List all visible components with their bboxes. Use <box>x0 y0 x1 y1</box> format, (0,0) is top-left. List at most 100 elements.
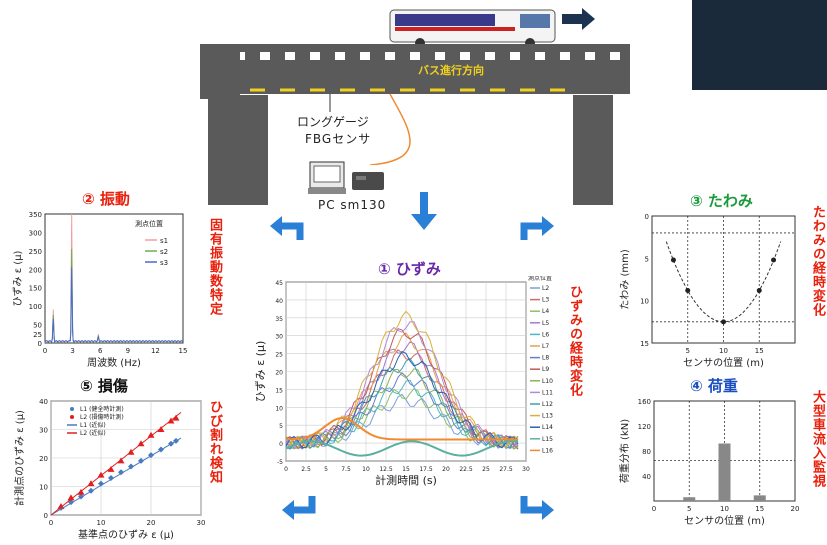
series-line-s3 <box>44 267 183 344</box>
x-tick-label: 7.5 <box>341 466 351 473</box>
pc-device <box>308 161 384 194</box>
data-point-diamond <box>118 469 124 476</box>
strain-side-label: ひずみの経時変化 <box>567 285 582 397</box>
legend-label: L9 <box>542 366 549 373</box>
data-point-triangle <box>97 471 105 478</box>
data-point-triangle <box>157 426 165 432</box>
load-side-label: 大型車流入監視 <box>810 390 825 488</box>
legend-swatch <box>70 415 74 419</box>
deflection-side-label: たわみの経時変化 <box>810 205 825 317</box>
legend-label: L1 (近似) <box>80 421 106 429</box>
x-tick-label: 0 <box>284 466 288 473</box>
y-tick-label: 20 <box>39 455 48 463</box>
y-tick-label: 250 <box>29 248 42 256</box>
data-point-diamond <box>108 474 114 481</box>
load-bar <box>753 495 766 501</box>
legend-label: L2 (損傷時計測) <box>80 413 124 421</box>
x-tick-label: 9 <box>126 347 130 355</box>
load-bar <box>683 497 696 501</box>
y-tick-label: 25 <box>33 331 42 339</box>
series-line-L11 <box>285 321 519 450</box>
y-tick-label: 40 <box>275 298 283 305</box>
x-tick-label: 30 <box>197 519 205 527</box>
legend-label: L15 <box>542 436 553 443</box>
series-line-L13 <box>285 310 519 450</box>
trend-line <box>50 437 182 516</box>
y-tick-label: 160 <box>638 398 651 406</box>
legend-title: 測点位置 <box>135 219 163 228</box>
y-axis-label: 計測点のひずみ ε (μ) <box>13 410 26 506</box>
arrow-bottom-left-icon <box>282 496 316 520</box>
legend-label: L12 <box>542 401 553 408</box>
legend-label: L7 <box>542 343 549 350</box>
night-photo <box>692 0 827 90</box>
vibration-side-label: 固有振動数特定 <box>207 218 222 316</box>
legend-swatch <box>70 407 74 411</box>
y-tick-label: 50 <box>33 322 42 330</box>
x-tick-label: 10 <box>719 347 728 355</box>
x-tick-label: 17.5 <box>419 466 433 473</box>
legend-label: L10 <box>542 378 553 385</box>
legend-label: L3 <box>542 297 549 304</box>
x-tick-label: 5 <box>686 347 690 355</box>
load-title: ④ 荷重 <box>690 377 738 395</box>
y-tick-label: -5 <box>277 459 283 466</box>
y-tick-label: 350 <box>29 211 42 219</box>
x-tick-label: 6 <box>98 347 103 355</box>
x-axis-label: センサの位置 (m) <box>683 356 764 369</box>
y-tick-label: 80 <box>642 448 651 456</box>
data-point-diamond <box>78 493 84 500</box>
legend-label: L14 <box>542 424 553 431</box>
y-axis-label: 荷重分布 (kN) <box>618 419 631 483</box>
y-tick-label: 150 <box>29 285 42 293</box>
interrogator-icon <box>352 172 384 190</box>
data-point-triangle <box>67 494 75 501</box>
sensor-label-1: ロングゲージ <box>297 115 369 129</box>
deflection-point <box>771 257 777 263</box>
arrow-top-left-icon <box>270 216 304 240</box>
y-tick-label: 35 <box>275 316 283 323</box>
x-axis-label: 周波数 (Hz) <box>87 356 141 369</box>
series-line-L2 <box>285 393 519 450</box>
x-tick-label: 15 <box>755 505 764 513</box>
bridge-deck <box>200 44 630 94</box>
y-tick-label: 15 <box>275 387 283 394</box>
x-tick-label: 15 <box>179 347 188 355</box>
x-tick-label: 27.5 <box>499 466 513 473</box>
x-tick-label: 0 <box>43 347 47 355</box>
y-tick-label: 100 <box>29 303 42 311</box>
strain-chart: 0 2.5 5 7.5 10 12.5 15 17.5 20 22.5 25 27.5 30-50510… <box>254 276 553 487</box>
data-point-diamond <box>98 480 104 487</box>
series-line-L15 <box>285 440 519 457</box>
sensor-label-2: FBGセンサ <box>305 132 372 146</box>
load-bar <box>718 443 731 501</box>
data-point-triangle <box>147 431 155 438</box>
legend-label: L16 <box>542 447 553 454</box>
legend-label: L2 (近似) <box>80 429 106 437</box>
right-column <box>573 95 613 205</box>
series-line-s1 <box>44 213 183 344</box>
y-tick-label: 120 <box>638 423 651 431</box>
legend-label: s2 <box>160 248 168 256</box>
x-tick-label: 3 <box>70 347 74 355</box>
y-tick-label: 10 <box>275 405 283 412</box>
deflection-point <box>670 257 676 263</box>
x-tick-label: 20 <box>147 519 156 527</box>
x-tick-label: 20 <box>791 505 800 513</box>
trend-line <box>50 412 182 516</box>
device-label: PC sm130 <box>318 198 387 212</box>
y-tick-label: 0 <box>645 213 649 221</box>
y-tick-label: 40 <box>642 473 651 481</box>
deflection-curve <box>665 241 782 323</box>
data-point-diamond <box>138 457 144 464</box>
damage-chart: 0 10 20 30 0 10 20 30 40 基準点のひずみ ε (μ) 計測点のひずみ ε (… <box>13 398 205 541</box>
x-tick-label: 30 <box>522 466 530 473</box>
legend-title: 測点位置 <box>528 276 552 282</box>
bus-icon <box>389 9 556 48</box>
y-tick-label: 10 <box>640 298 649 306</box>
y-tick-label: 0 <box>38 340 42 348</box>
left-column <box>208 95 268 205</box>
x-tick-label: 0 <box>49 519 53 527</box>
x-tick-label: 22.5 <box>459 466 473 473</box>
